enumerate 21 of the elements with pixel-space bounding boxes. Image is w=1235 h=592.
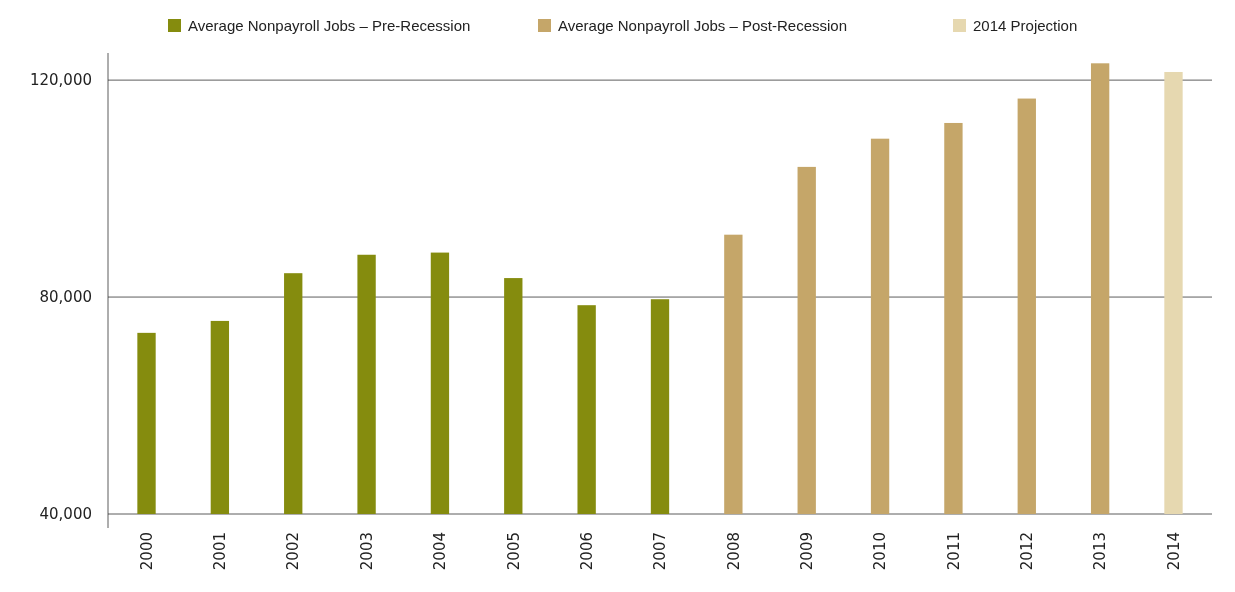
x-tick-label: 2007 <box>651 532 670 571</box>
x-tick-label: 2005 <box>504 532 523 571</box>
x-tick-label: 2009 <box>797 532 816 571</box>
x-tick-label: 2013 <box>1091 532 1110 571</box>
y-tick-label: 40,000 <box>39 505 92 524</box>
x-tick-label: 2003 <box>357 532 376 571</box>
x-tick-label: 2011 <box>944 532 963 571</box>
x-tick-label: 2008 <box>724 532 743 571</box>
x-tick-label: 2004 <box>431 532 450 571</box>
x-tick-label: 2006 <box>577 532 596 571</box>
legend-label: Average Nonpayroll Jobs – Pre-Recession <box>188 17 471 35</box>
x-tick-label: 2010 <box>871 532 890 571</box>
x-tick-label: 2014 <box>1164 532 1183 571</box>
y-tick-label: 120,000 <box>29 71 92 90</box>
legend-label: 2014 Projection <box>973 17 1078 35</box>
y-tick-label: 80,000 <box>39 288 92 307</box>
x-tick-label: 2001 <box>211 532 230 571</box>
x-tick-label: 2012 <box>1018 532 1037 571</box>
x-tick-label: 2002 <box>284 532 303 571</box>
legend-label: Average Nonpayroll Jobs – Post-Recession <box>558 17 848 35</box>
x-tick-label: 2000 <box>137 532 156 571</box>
